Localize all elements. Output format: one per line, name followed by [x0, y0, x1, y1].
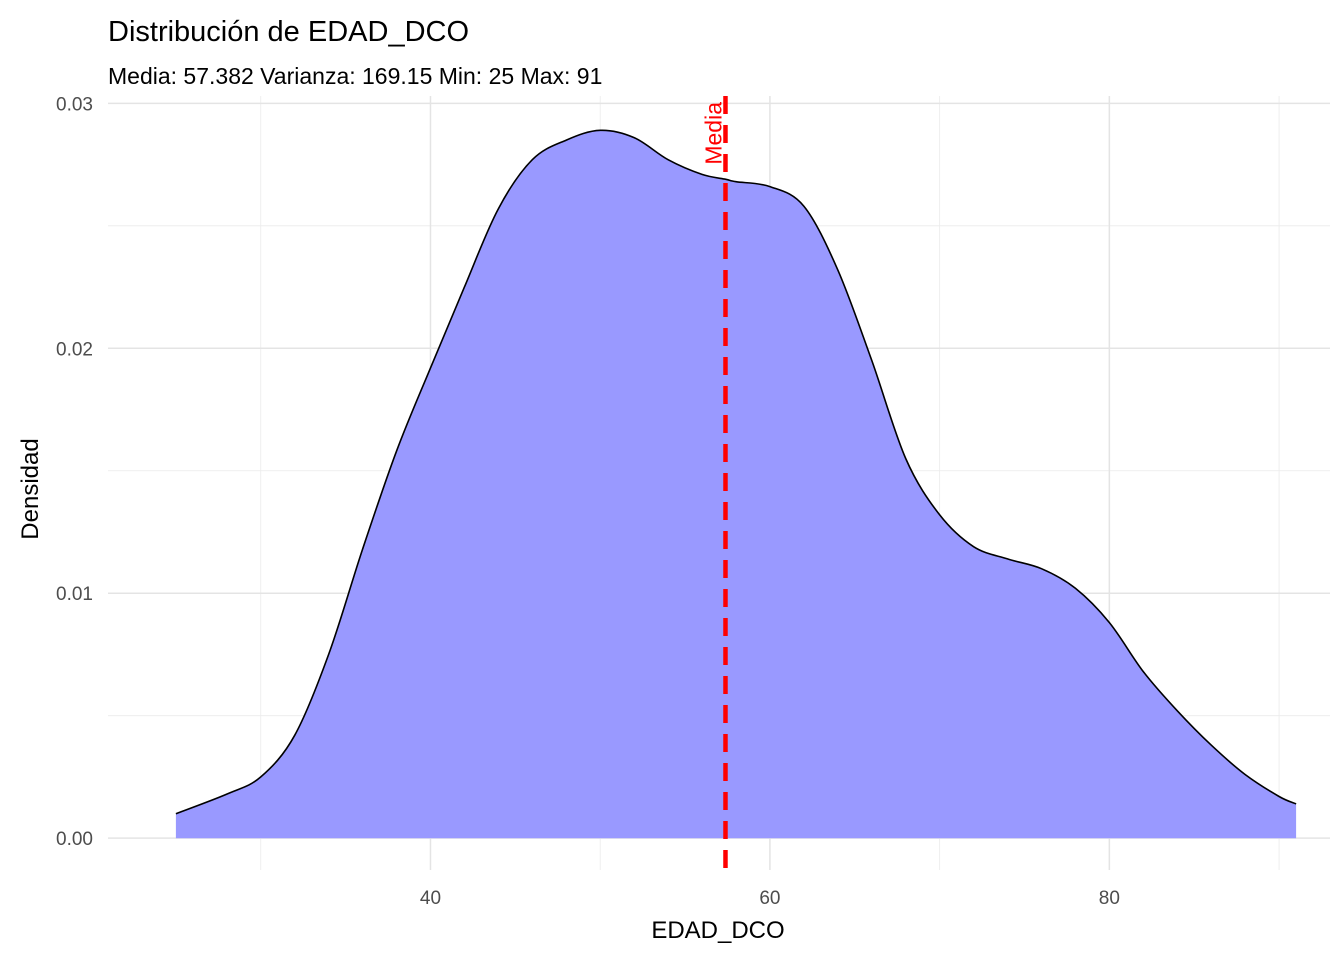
y-tick-label: 0.00 — [56, 829, 93, 850]
plot-area: Media — [175, 96, 1297, 870]
x-axis-ticks: 40 60 80 — [420, 888, 1120, 909]
x-axis-title: EDAD_DCO — [651, 917, 784, 944]
y-axis-ticks: 0.00 0.01 0.02 0.03 — [56, 94, 93, 850]
y-tick-label: 0.01 — [56, 584, 93, 605]
density-area — [175, 130, 1297, 839]
y-tick-label: 0.03 — [56, 94, 93, 115]
x-tick-label: 80 — [1099, 888, 1120, 909]
y-tick-label: 0.02 — [56, 339, 93, 360]
density-line — [175, 129, 1297, 815]
mean-label: Media — [701, 102, 727, 165]
x-tick-label: 60 — [759, 888, 780, 909]
y-axis-title: Densidad — [17, 438, 44, 539]
chart-title: Distribución de EDAD_DCO — [108, 16, 469, 48]
chart-subtitle: Media: 57.382 Varianza: 169.15 Min: 25 M… — [108, 63, 602, 89]
x-tick-label: 40 — [420, 888, 441, 909]
